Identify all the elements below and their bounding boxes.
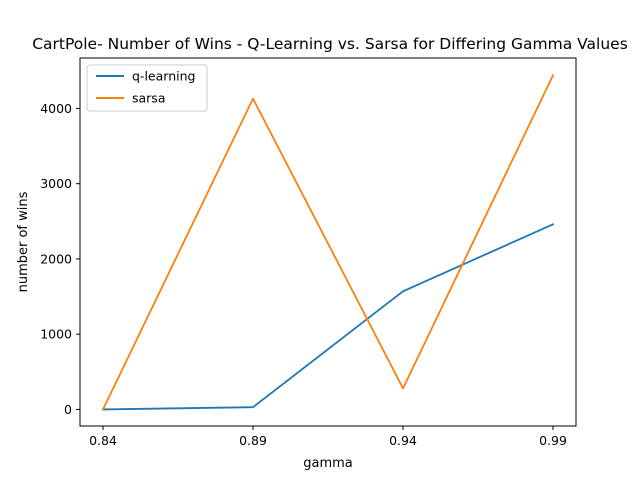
chart-title: CartPole- Number of Wins - Q-Learning vs…: [32, 35, 628, 53]
y-tick-label: 2000: [40, 251, 72, 266]
y-tick-label: 4000: [40, 101, 72, 116]
x-tick-label: 0.84: [89, 433, 117, 448]
series-line-q-learning: [102, 223, 555, 411]
plot-area-frame: [79, 57, 577, 427]
x-tick-label: 0.94: [389, 433, 417, 448]
legend-label-sarsa: sarsa: [132, 91, 165, 106]
series-line-sarsa: [101, 74, 555, 411]
x-tick-label: 0.89: [239, 433, 267, 448]
x-axis-label: gamma: [303, 456, 353, 471]
x-tick-label: 0.99: [539, 433, 567, 448]
legend-label-q-learning: q-learning: [132, 69, 195, 84]
y-tick-label: 3000: [40, 176, 72, 191]
y-tick-label: 1000: [40, 327, 72, 342]
y-tick-label: 0: [64, 402, 72, 417]
legend: q-learning sarsa: [86, 64, 208, 112]
y-axis-label: number of wins: [16, 191, 31, 292]
